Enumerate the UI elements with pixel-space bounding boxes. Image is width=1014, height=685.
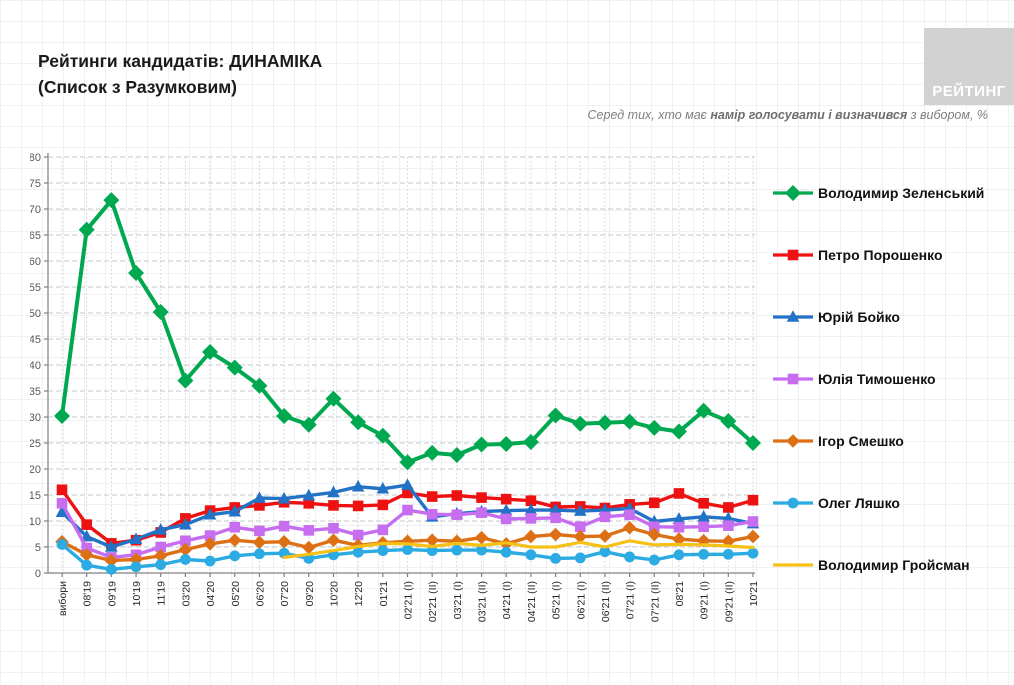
x-tick-label: 10'19	[131, 581, 143, 607]
rating-logo-text: РЕЙТИНГ	[932, 83, 1006, 100]
y-tick-label: 20	[30, 464, 41, 476]
legend-item-tymoshenko: Юлія Тимошенко	[772, 348, 1014, 410]
legend-item-boyko: Юрій Бойко	[772, 286, 1014, 348]
x-tick-label: 10'20	[328, 581, 340, 607]
x-tick-label: 08'19	[82, 581, 94, 607]
legend-label: Юлія Тимошенко	[818, 371, 936, 387]
x-tick-label: 01'21	[378, 581, 390, 607]
y-axis-labels: 0 5 10 15 20 25 30 35 40 45 50 55 60 65 70 75 80	[30, 152, 41, 580]
legend-item-smeshko: Ігор Смешко	[772, 410, 1014, 472]
x-tick-label: 05'21 (I)	[551, 581, 563, 619]
x-tick-label: 02'21 (II)	[427, 581, 439, 622]
legend-label: Олег Ляшко	[818, 495, 900, 511]
y-tick-label: 40	[30, 360, 41, 372]
series-zelensky	[54, 192, 761, 471]
legend-item-hroisman: Володимир Гройсман	[772, 534, 1014, 596]
x-tick-label: 10'21	[748, 581, 760, 607]
x-tick-label: 06'20	[254, 581, 266, 607]
legend-item-zelensky: Володимир Зеленський	[772, 162, 1014, 224]
x-tick-label: 12'20	[353, 581, 365, 607]
x-tick-label: 09'19	[106, 581, 118, 607]
x-tick-label: 05'20	[230, 581, 242, 607]
y-tick-label: 5	[35, 542, 41, 554]
x-tick-label: 09'20	[304, 581, 316, 607]
y-tick-label: 65	[30, 230, 41, 242]
rating-logo: РЕЙТИНГ	[924, 28, 1014, 105]
x-tick-label: 04'21 (II)	[526, 581, 538, 622]
x-tick-label: 06'21 (I)	[575, 581, 587, 619]
y-tick-label: 45	[30, 334, 41, 346]
x-axis-labels: вибори 08'19 09'19 10'19 11'19 03'20 04'20 05'2…	[57, 581, 760, 622]
subtitle-prefix: Серед тих, хто має	[587, 108, 711, 122]
x-tick-label: 09'21 (II)	[723, 581, 735, 622]
x-tick-label: 03'21 (II)	[477, 581, 489, 622]
title-line-1: Рейтинги кандидатів: ДИНАМІКА	[38, 51, 323, 71]
lyashko-legend-marker-icon	[773, 497, 813, 509]
x-tick-label: 07'21 (II)	[649, 581, 661, 622]
y-tick-label: 35	[30, 386, 41, 398]
x-tick-label: 07'20	[279, 581, 291, 607]
y-tick-label: 15	[30, 490, 41, 502]
x-tick-label: 04'20	[205, 581, 217, 607]
boyko-legend-marker-icon	[773, 310, 813, 322]
series-boyko	[55, 478, 760, 552]
y-tick-label: 50	[30, 308, 41, 320]
zelensky-legend-marker-icon	[773, 185, 813, 201]
series-lyashko	[56, 539, 759, 575]
x-tick-label: 04'21 (I)	[501, 581, 513, 619]
y-tick-label: 10	[30, 516, 41, 528]
legend-label: Володимир Гройсман	[818, 557, 970, 573]
legend-label: Володимир Зеленський	[818, 185, 985, 201]
legend-label: Петро Порошенко	[818, 247, 943, 263]
x-tick-label: 11'19	[156, 581, 168, 606]
series-hroisman	[282, 539, 755, 559]
y-tick-label: 25	[30, 438, 41, 450]
page-title: Рейтинги кандидатів: ДИНАМІКА (Список з …	[38, 48, 322, 101]
poroshenko-legend-marker-icon	[773, 249, 813, 261]
y-tick-label: 60	[30, 256, 41, 268]
x-tick-label: вибори	[57, 581, 69, 616]
series-smeshko	[55, 520, 760, 568]
x-tick-label: 09'21 (I)	[699, 581, 711, 619]
chart-subtitle: Серед тих, хто має намір голосувати і ви…	[588, 108, 988, 122]
y-tick-label: 30	[30, 412, 41, 424]
axes	[44, 153, 755, 577]
y-tick-label: 0	[35, 568, 41, 580]
y-tick-label: 75	[30, 178, 41, 190]
y-tick-label: 70	[30, 204, 41, 216]
y-tick-label: 80	[30, 152, 41, 164]
hroisman-legend-marker-icon	[773, 563, 813, 567]
chart-legend: Володимир Зеленський Петро Порошенко Юрій …	[772, 162, 1014, 596]
legend-item-poroshenko: Петро Порошенко	[772, 224, 1014, 286]
smeshko-legend-marker-icon	[773, 434, 813, 448]
legend-label: Юрій Бойко	[818, 309, 900, 325]
x-tick-label: 07'21 (I)	[625, 581, 637, 619]
y-tick-label: 55	[30, 282, 41, 294]
tymoshenko-legend-marker-icon	[773, 373, 813, 385]
x-tick-label: 02'21 (I)	[403, 581, 415, 619]
x-tick-label: 06'21 (II)	[600, 581, 612, 622]
subtitle-bold: намір голосувати і визначився	[710, 108, 908, 122]
legend-item-lyashko: Олег Ляшко	[772, 472, 1014, 534]
subtitle-suffix: з вибором, %	[907, 108, 988, 122]
legend-label: Ігор Смешко	[818, 433, 904, 449]
x-tick-label: 08'21	[674, 581, 686, 607]
line-chart: 0 5 10 15 20 25 30 35 40 45 50 55 60 65 70 75 80 вибори 08…	[30, 152, 761, 622]
x-tick-label: 03'20	[180, 581, 192, 607]
x-tick-label: 03'21 (I)	[452, 581, 464, 619]
title-line-2: (Список з Разумковим)	[38, 77, 238, 98]
gridlines	[48, 156, 755, 573]
